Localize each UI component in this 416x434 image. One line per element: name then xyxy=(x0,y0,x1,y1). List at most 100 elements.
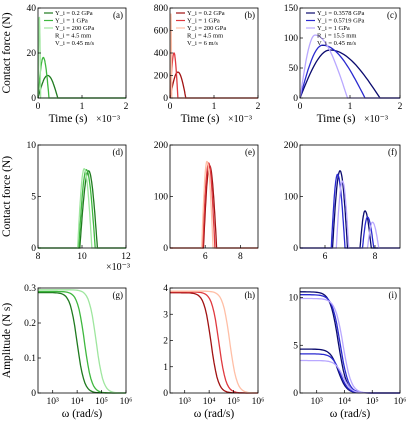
x-multiplier: ×10⁻³ xyxy=(106,262,130,273)
legend-entry: Y_i = 1 GPa xyxy=(187,18,220,25)
x-tick-label: 1 xyxy=(212,102,217,112)
y-tick-label: 0.2 xyxy=(24,319,36,329)
panel-d: 0 5 10 8 10 12 (d) ×10⁻³ Contact force (N) xyxy=(1,141,131,273)
legend-entry: Y_i = 1 GPa xyxy=(55,18,88,25)
series-line xyxy=(38,290,126,394)
legend-entry: V_i = 0.45 m/s xyxy=(317,40,357,47)
x-axis-label: ω (rad/s) xyxy=(62,408,103,420)
y-tick-label: 0 xyxy=(163,389,168,399)
x-multiplier: ×10⁻³ xyxy=(228,114,252,125)
legend-entry: Y_i = 0.3578 GPa xyxy=(317,10,364,17)
y-tick-label: 0 xyxy=(31,244,36,254)
x-tick-label: 0 xyxy=(168,102,173,112)
series-line xyxy=(38,170,126,249)
panel-label: (e) xyxy=(245,147,255,157)
y-tick-label: 100 xyxy=(284,34,299,44)
y-tick-label: 50 xyxy=(289,64,299,74)
series-line xyxy=(300,297,400,394)
x-tick-label: 10³ xyxy=(311,397,324,407)
y-tick-label: 150 xyxy=(284,4,299,14)
panel-f: 0 100 200 6 8 (f) xyxy=(284,141,401,262)
panel-a: 0 20 40 0 1 2 (a) Time (s) ×10⁻³ Contact force (N… xyxy=(1,4,129,125)
y-tick-label: 1 xyxy=(163,363,168,373)
x-tick-label: 10⁶ xyxy=(252,397,265,407)
panel-c: 0 50 100 150 0 1 2 (c) Time (s) ×10⁻³ Y_i = 0.3578… xyxy=(284,4,403,125)
legend-entry: Y_i = 200 GPa xyxy=(187,25,226,32)
y-tick-label: 40 xyxy=(27,4,37,14)
series-line xyxy=(169,52,258,99)
x-tick-label: 10⁴ xyxy=(71,397,85,407)
legend-entry: R_i = 4.5 mm xyxy=(55,33,91,40)
x-tick-label: 10³ xyxy=(47,397,60,407)
series-line xyxy=(38,168,126,249)
y-tick-label: 800 xyxy=(154,4,169,14)
x-tick-label: 10 xyxy=(77,252,87,262)
y-tick-label: 0 xyxy=(293,244,298,254)
y-tick-label: 200 xyxy=(284,141,299,151)
panel-e: 0 100 200 6 8 (e) xyxy=(154,141,259,262)
y-tick-label: 0 xyxy=(293,389,298,399)
panel-label: (f) xyxy=(388,147,397,157)
plot-frame xyxy=(299,287,401,394)
legend-entry: Y_i = 0.5719 GPa xyxy=(317,18,364,25)
panel-g: 0 0.1 0.2 0.3 10³ 10⁴ 10⁵ 10⁶ (g) ω (rad/s) Amplit… xyxy=(1,284,132,420)
series-line xyxy=(169,71,258,99)
series-line xyxy=(38,168,126,249)
legend-entry: V_i = 0.45 m/s xyxy=(55,40,95,47)
x-tick-label: 1 xyxy=(348,102,353,112)
y-tick-label: 10 xyxy=(27,141,37,151)
y-tick-label: 5 xyxy=(293,341,298,351)
y-tick-label: 0 xyxy=(293,94,298,104)
x-tick-label: 10⁵ xyxy=(95,397,108,407)
panel-label: (c) xyxy=(387,10,397,20)
x-axis-label: Time (s) xyxy=(317,113,356,125)
panel-label: (d) xyxy=(113,147,124,157)
legend-entry: Y_i = 0.2 GPa xyxy=(187,10,225,17)
y-tick-label: 3 xyxy=(163,310,168,320)
panel-label: (g) xyxy=(113,290,124,300)
x-tick-label: 12 xyxy=(121,252,131,262)
series-line xyxy=(37,74,126,99)
y-tick-label: 100 xyxy=(154,193,169,203)
y-tick-label: 0.1 xyxy=(24,354,36,364)
x-tick-label: 8 xyxy=(36,252,41,262)
y-tick-label: 200 xyxy=(154,141,169,151)
x-tick-label: 10³ xyxy=(179,397,192,407)
series-line xyxy=(170,290,259,394)
x-axis-label: Time (s) xyxy=(181,113,220,125)
series-line xyxy=(299,49,400,99)
series-line xyxy=(299,44,400,99)
y-tick-label: 200 xyxy=(154,72,169,82)
x-tick-label: 6 xyxy=(203,252,208,262)
y-tick-label: 2 xyxy=(163,337,168,347)
panel-h: 0 1 2 3 4 10³ 10⁴ 10⁵ 10⁶ (h) ω (rad/s) xyxy=(163,284,264,420)
y-axis-label: Amplitude (N s) xyxy=(1,303,13,379)
x-tick-label: 0 xyxy=(298,102,303,112)
y-tick-label: 400 xyxy=(154,49,169,59)
series-line xyxy=(300,180,400,249)
panel-label: (i) xyxy=(389,290,398,300)
x-tick-label: 2 xyxy=(398,102,403,112)
panel-label: (b) xyxy=(245,10,256,20)
x-tick-label: 10⁶ xyxy=(394,397,407,407)
series-line xyxy=(170,292,258,394)
y-tick-label: 0.3 xyxy=(24,284,36,294)
x-tick-label: 10⁶ xyxy=(120,397,133,407)
series-line xyxy=(38,291,126,394)
x-tick-label: 8 xyxy=(373,252,378,262)
series-line xyxy=(170,162,258,249)
x-tick-label: 0 xyxy=(36,102,41,112)
panel-label: (a) xyxy=(113,10,123,20)
x-axis-label: Time (s) xyxy=(49,113,88,125)
legend-entry: V_i = 6 m/s xyxy=(187,40,218,47)
x-tick-label: 10⁵ xyxy=(227,397,240,407)
series-line xyxy=(300,348,400,394)
y-tick-label: 100 xyxy=(284,193,299,203)
x-multiplier: ×10⁻³ xyxy=(96,114,120,125)
series-line xyxy=(37,16,126,99)
x-tick-label: 2 xyxy=(256,102,261,112)
x-tick-label: 10⁴ xyxy=(338,397,352,407)
y-axis-label: Contact force (N) xyxy=(1,12,13,93)
legend-entry: R_i = 15.5 mm xyxy=(317,33,356,40)
plot-frame xyxy=(299,144,401,249)
